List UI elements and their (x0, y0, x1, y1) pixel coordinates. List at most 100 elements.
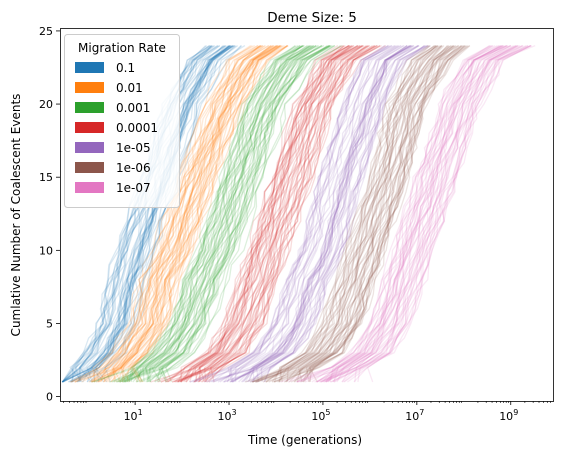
trajectory-line (185, 45, 355, 383)
trajectory-line (62, 45, 230, 383)
trajectory-line (256, 45, 445, 383)
legend-entries: 0.1 0.01 0.001 0.0001 1e-05 1e-06 1e-07 (75, 61, 158, 195)
trajectory-line (74, 45, 262, 383)
trajectory-line (298, 45, 511, 383)
trajectory-line (119, 45, 331, 383)
trajectory-line (311, 45, 491, 383)
trajectory-line (251, 45, 426, 383)
trajectory-line (121, 45, 302, 383)
trajectory-line (304, 45, 512, 383)
trajectory-line (268, 45, 454, 383)
legend-swatch (75, 122, 104, 133)
legend-swatch (75, 182, 104, 193)
legend: Migration Rate 0.1 0.01 0.001 0.0001 1e-05 1e… (64, 34, 180, 208)
trajectory-line (86, 45, 237, 383)
trajectory-line (189, 45, 389, 383)
trajectory-line (124, 45, 323, 383)
trajectory-line (208, 45, 382, 383)
trajectory-line (265, 45, 438, 383)
trajectory-line (112, 45, 269, 383)
y-axis: 0 5 10 15 20 25 (39, 25, 60, 404)
trajectory-line (77, 45, 232, 383)
trajectory-line (131, 45, 283, 383)
trajectory-line (111, 45, 304, 383)
trajectory-line (206, 45, 411, 383)
trajectory-line (229, 45, 412, 383)
y-tick-label: 25 (39, 25, 53, 38)
trajectory-line (203, 45, 391, 383)
trajectory-line (250, 45, 439, 383)
trajectory-line (246, 45, 428, 383)
trajectory-line (302, 45, 460, 383)
trajectory-line (136, 45, 343, 383)
trajectory-line (149, 45, 334, 383)
trajectory-line (295, 45, 496, 383)
trajectory-line (91, 45, 259, 383)
plot-frame (60, 28, 554, 402)
trajectory-line (130, 45, 289, 383)
trajectory-line (212, 45, 412, 383)
trajectory-line (287, 45, 498, 383)
trajectory-line (213, 45, 408, 383)
legend-label: 0.1 (116, 61, 135, 75)
x-axis: 101 103 105 107 109 (63, 401, 551, 423)
trajectory-line (252, 45, 412, 383)
trajectory-line (69, 45, 236, 383)
y-tick-label: 0 (46, 391, 53, 404)
chart-title: Deme Size: 5 (267, 10, 357, 26)
series-3 (150, 45, 387, 383)
trajectory-line (92, 45, 252, 383)
trajectory-line (366, 45, 532, 383)
trajectory-line (325, 45, 527, 383)
trajectory-line (149, 45, 314, 383)
trajectory-line (76, 45, 231, 383)
legend-swatch (75, 142, 104, 153)
legend-swatch (75, 62, 104, 73)
trajectory-line (262, 45, 443, 383)
trajectory-line (199, 45, 365, 383)
trajectory-line (110, 45, 274, 383)
trajectory-line (286, 45, 439, 383)
trajectory-line (285, 45, 455, 383)
trajectory-line (70, 45, 259, 383)
trajectory-line (122, 45, 322, 383)
trajectory-line (109, 45, 317, 383)
trajectory-line (272, 45, 465, 383)
trajectory-line (164, 45, 345, 383)
trajectory-line (171, 45, 369, 383)
trajectory-line (320, 45, 517, 383)
trajectory-line (325, 45, 502, 383)
trajectory-line (325, 45, 505, 383)
trajectory-line (189, 45, 386, 383)
trajectory-line (74, 45, 278, 383)
trajectory-line (180, 45, 359, 383)
trajectory-line (193, 45, 362, 383)
trajectory-line (89, 45, 243, 383)
trajectory-line (333, 45, 532, 383)
trajectory-line (71, 45, 261, 383)
trajectory-line (185, 45, 353, 383)
trajectory-line (100, 45, 262, 383)
legend-swatch (75, 82, 104, 93)
trajectory-line (119, 45, 305, 383)
trajectory-line (176, 45, 378, 383)
trajectory-line (249, 45, 432, 383)
trajectory-line (322, 45, 501, 383)
trajectory-line (76, 45, 229, 383)
trajectory-line (68, 45, 234, 383)
trajectory-line (120, 45, 281, 383)
trajectory-line (223, 45, 393, 383)
trajectory-line (62, 45, 234, 383)
trajectory-line (323, 45, 509, 383)
trajectory-line (200, 45, 381, 383)
trajectory-line (179, 45, 354, 383)
trajectory-line (145, 45, 317, 383)
trajectory-line (121, 45, 289, 383)
trajectory-line (305, 45, 459, 383)
trajectory-line (271, 45, 430, 383)
trajectory-line (116, 45, 316, 383)
trajectory-line (206, 45, 381, 383)
trajectory-line (120, 45, 281, 383)
trajectory-line (146, 45, 314, 383)
